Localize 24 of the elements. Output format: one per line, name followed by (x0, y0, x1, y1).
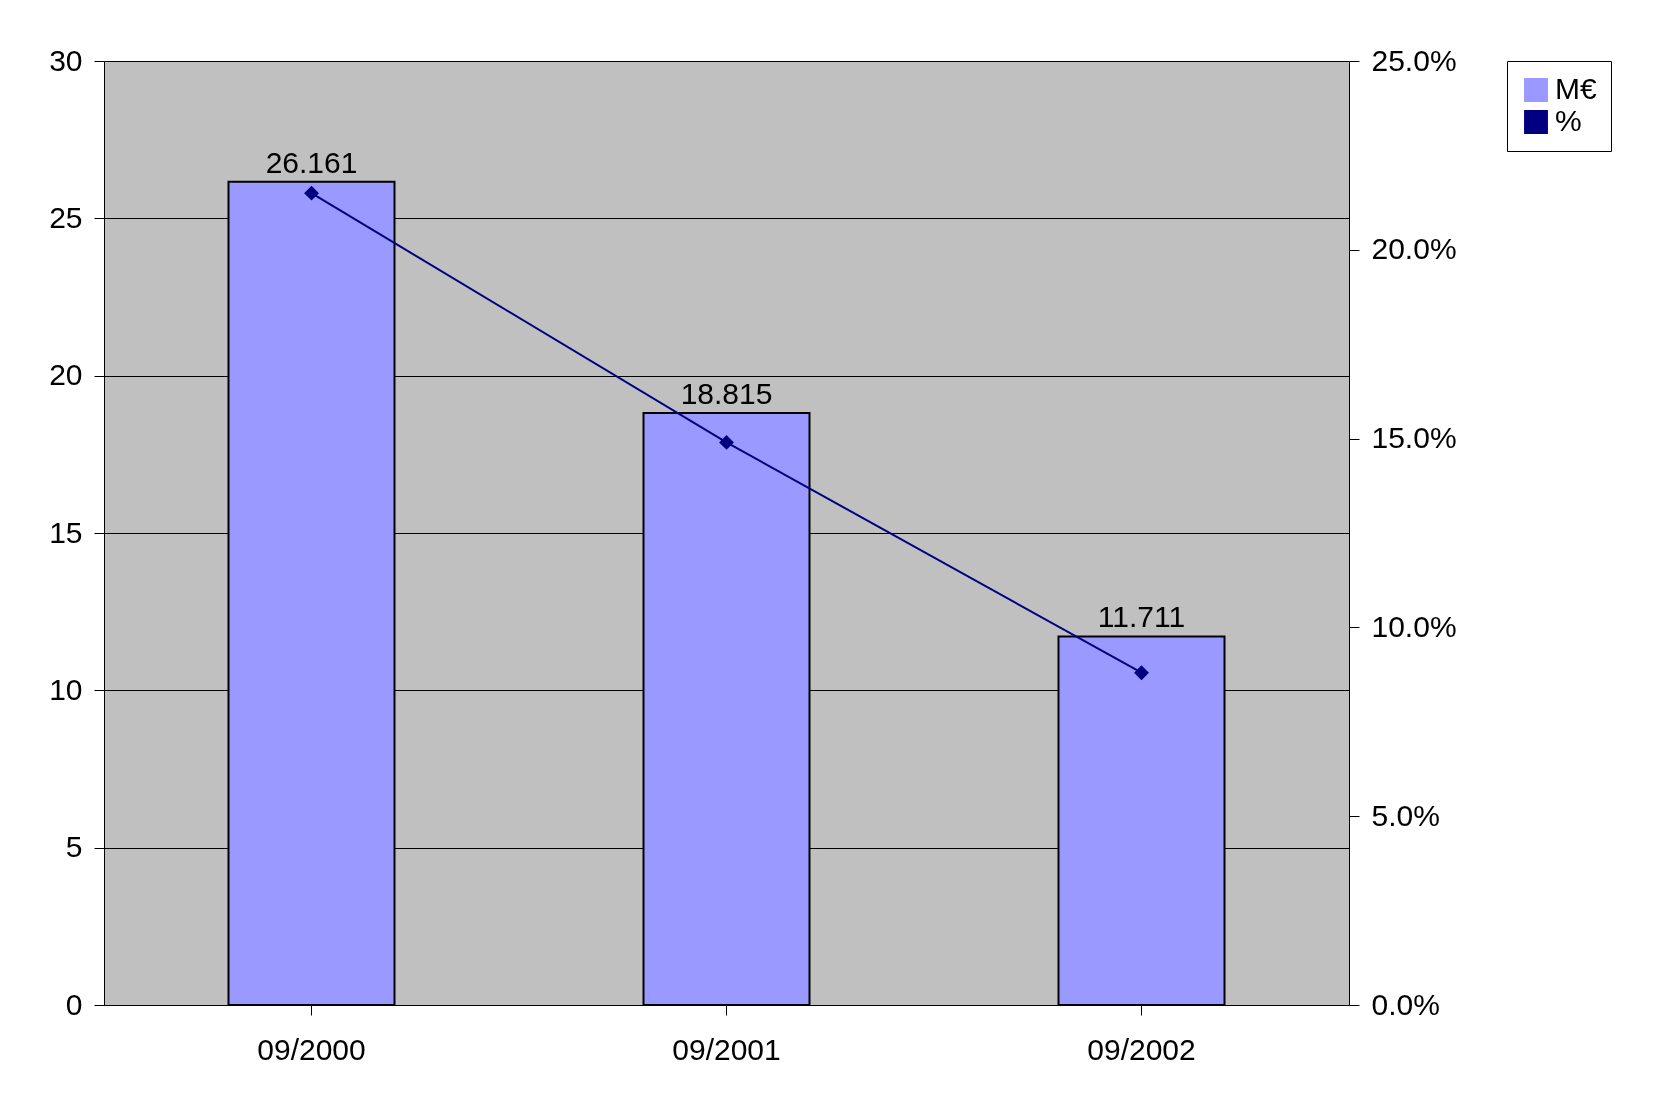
y-tick-label: 25 (49, 200, 83, 234)
legend-label: M€ (1555, 72, 1597, 105)
x-tick-label: 09/2002 (1087, 1032, 1196, 1066)
y2-tick-label: 0.0% (1371, 987, 1440, 1021)
y-tick-label: 10 (49, 672, 83, 706)
point (304, 185, 319, 201)
legend-label: % (1555, 104, 1582, 137)
y2-tick-label: 10.0% (1371, 609, 1457, 643)
y-tick-label: 5 (65, 830, 83, 864)
y2-tick-label: 5.0% (1371, 798, 1440, 832)
y-tick-label: 0 (65, 987, 83, 1021)
y-tick-label: 20 (49, 358, 83, 392)
data-label: 26.161 (265, 145, 358, 179)
data-label: 11.711 (1097, 600, 1186, 634)
y2-tick-label: 15.0% (1371, 421, 1457, 455)
y2-tick-label: 25.0% (1371, 43, 1457, 77)
y2-tick-label: 20.0% (1371, 232, 1457, 266)
y-tick-label: 30 (49, 43, 83, 77)
point (1134, 665, 1149, 681)
x-tick-label: 09/2000 (257, 1032, 366, 1066)
y-tick-label: 15 (49, 515, 83, 549)
data-label: 18.815 (680, 376, 773, 410)
x-tick-label: 09/2001 (672, 1032, 781, 1066)
point (719, 434, 734, 450)
